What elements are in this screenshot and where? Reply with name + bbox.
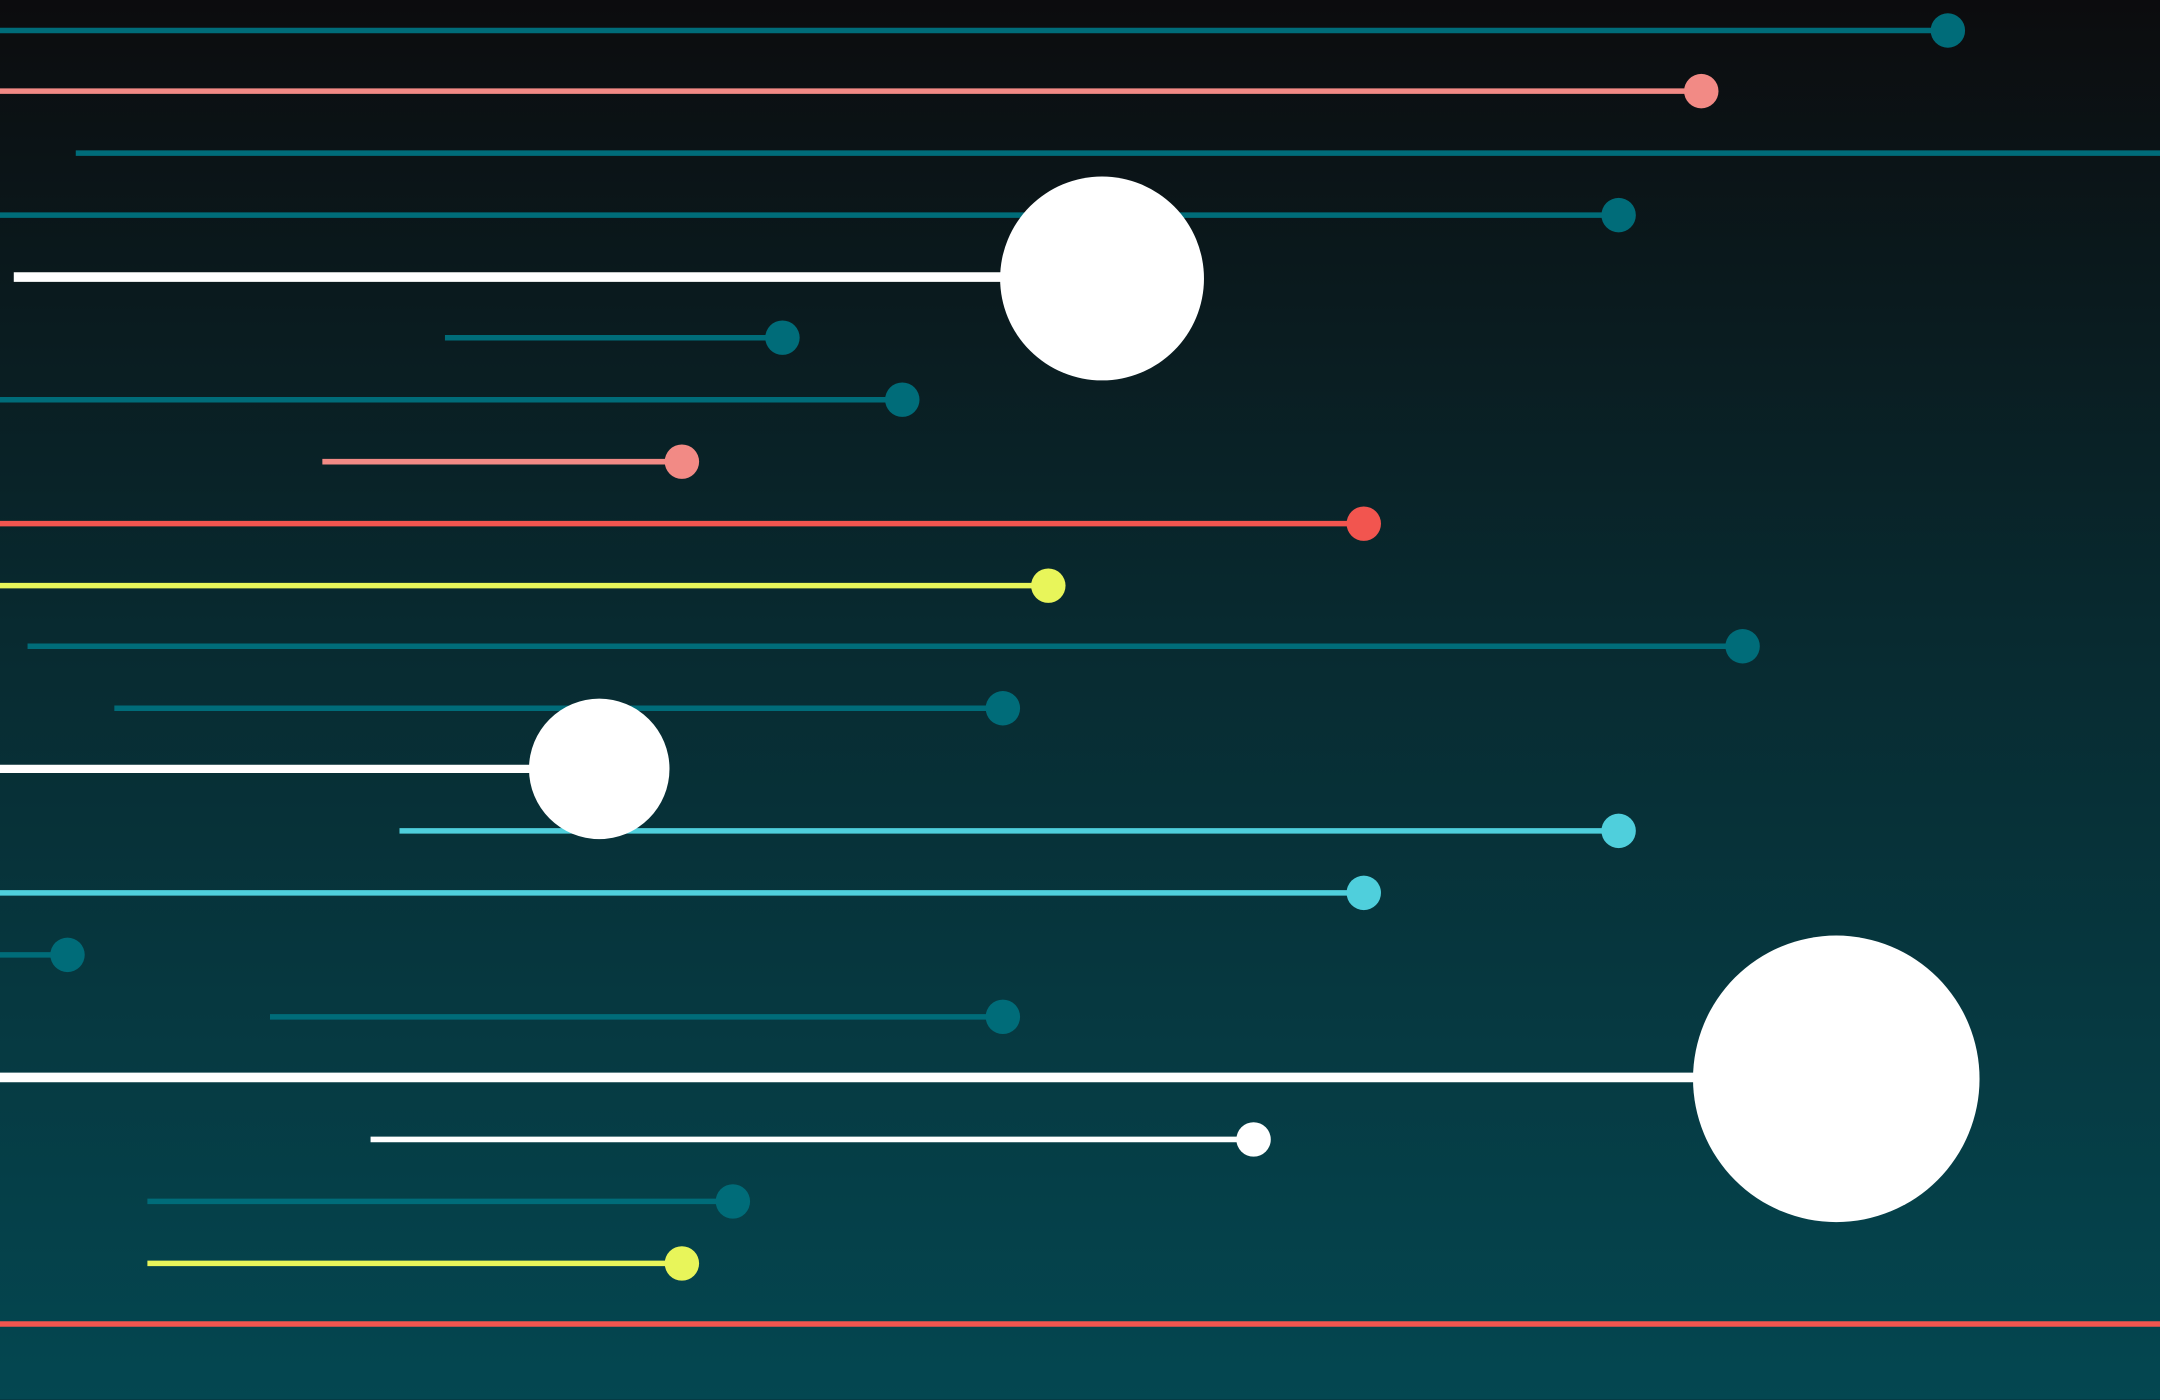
dot <box>1031 568 1066 603</box>
red-lines <box>0 506 2160 1327</box>
dot <box>885 382 920 417</box>
dot <box>1601 813 1636 849</box>
dot <box>1684 73 1719 109</box>
big-circle <box>1693 935 1980 1223</box>
yellow-lines <box>0 568 1066 1281</box>
dot <box>664 1246 700 1281</box>
dot <box>1725 629 1760 664</box>
teal-lines <box>0 13 2160 1219</box>
dot <box>1601 197 1636 233</box>
dot <box>1930 13 1966 48</box>
dot <box>985 999 1021 1035</box>
big-circle <box>1000 176 1204 381</box>
dot <box>1346 506 1381 541</box>
cyan-lines <box>0 813 1636 911</box>
salmon-lines <box>0 73 1719 479</box>
dot <box>1236 1122 1271 1157</box>
dot <box>664 444 700 479</box>
dot <box>765 320 800 355</box>
dot <box>715 1184 751 1219</box>
dot <box>50 937 85 973</box>
white-lines <box>0 176 1980 1223</box>
big-circle <box>528 698 670 840</box>
dot <box>985 691 1021 726</box>
dot <box>1346 875 1381 911</box>
